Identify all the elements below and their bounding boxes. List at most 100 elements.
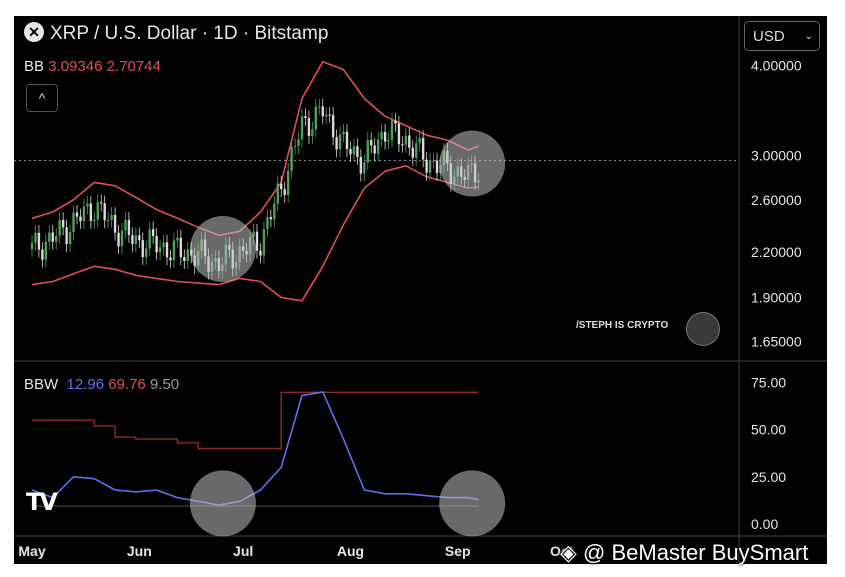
chevron-down-icon: ⌄	[804, 31, 813, 42]
candle-body	[96, 202, 99, 220]
candle-body	[359, 156, 363, 174]
candle-body	[120, 230, 124, 247]
candle-body	[30, 242, 34, 250]
bbw-label: BBW	[24, 376, 59, 393]
candle-body	[169, 257, 172, 261]
candle-body	[318, 106, 321, 108]
candle-body	[103, 203, 106, 221]
candle-body	[266, 217, 269, 230]
candle-body	[342, 131, 345, 135]
collapse-button[interactable]: ^	[26, 84, 58, 112]
candle-body	[300, 116, 304, 140]
candle-body	[134, 235, 138, 244]
highlight-circle-price	[439, 130, 506, 197]
candle-body	[335, 137, 338, 150]
chart-frame: 4.00000 3.00000 2.60000 2.20000 1.90000 1.650…	[14, 16, 827, 564]
bbw-lowest-value: 9.50	[149, 376, 180, 393]
candle-body	[293, 145, 297, 147]
candle-body	[86, 203, 89, 207]
candle-body	[55, 235, 58, 242]
candle-body	[418, 137, 421, 144]
bb-lower-line	[31, 165, 479, 302]
candle-body	[373, 145, 376, 154]
candle-body	[44, 241, 48, 260]
bb-upper-line	[31, 60, 479, 237]
bbw-legend: BBW 12.96 69.76 9.50	[24, 376, 179, 393]
candle-body	[273, 203, 276, 220]
candle-body	[131, 235, 134, 244]
candle-body	[269, 217, 273, 220]
chart-title: XRP / U.S. Dollar · 1D · Bitstamp	[50, 23, 329, 44]
bb-lower-value: 2.70744	[106, 58, 161, 75]
candle-body	[283, 189, 286, 196]
candle-body	[280, 183, 283, 190]
price-tick-label: 2.60000	[751, 192, 802, 208]
candle-body	[68, 232, 72, 245]
candle-body	[276, 183, 279, 204]
time-tick-label: Aug	[337, 543, 364, 559]
candle-body	[100, 202, 103, 204]
bbw-tick-label: 50.00	[751, 422, 786, 438]
currency-value: USD	[753, 28, 785, 45]
candle-body	[408, 135, 411, 148]
candle-body	[432, 160, 435, 162]
price-tick-label: 4.00000	[751, 58, 802, 74]
candle-body	[352, 146, 356, 155]
candle-body	[290, 146, 293, 171]
price-chart[interactable]: 4.00000 3.00000 2.60000 2.20000 1.90000 1.650…	[14, 16, 827, 564]
candle-body	[34, 232, 37, 243]
candle-body	[127, 219, 131, 236]
candle-body	[363, 162, 366, 174]
bbw-highest-value: 69.76	[108, 376, 146, 393]
candle-body	[72, 212, 75, 233]
candle-body	[113, 214, 117, 233]
candle-body	[366, 140, 369, 163]
bbw-line	[31, 391, 479, 506]
time-tick-label: Jun	[127, 543, 152, 559]
candle-body	[328, 114, 331, 116]
candle-body	[421, 137, 425, 160]
candle-body	[321, 106, 324, 117]
candle-body	[89, 203, 93, 221]
candle-body	[262, 229, 266, 256]
candle-body	[314, 106, 318, 130]
bb-legend: BB 3.09346 2.70744	[24, 58, 161, 75]
candle-body	[61, 219, 65, 228]
candle-body	[82, 206, 86, 222]
candle-body	[172, 240, 176, 261]
candle-body	[286, 170, 290, 196]
candle-body	[397, 123, 401, 145]
bbw-tick-label: 25.00	[751, 469, 786, 485]
candle-body	[401, 144, 404, 146]
candle-body	[158, 247, 162, 253]
watermark: ◈ @ BeMaster BuySmart	[560, 540, 809, 565]
candle-body	[370, 140, 373, 146]
close-icon[interactable]: ✕	[24, 22, 44, 42]
bbw-tick-label: 0.00	[751, 516, 778, 532]
currency-select[interactable]: USD ⌄	[744, 21, 820, 51]
candle-body	[356, 146, 359, 157]
candle-body	[162, 242, 165, 248]
time-tick-label: Oct	[550, 543, 574, 559]
candle-body	[151, 229, 155, 236]
candle-body	[155, 235, 158, 253]
candle-body	[435, 160, 439, 174]
highlight-circle-bbw	[439, 470, 506, 537]
time-tick-label: May	[18, 543, 45, 559]
candle-body	[349, 149, 352, 155]
candle-body	[176, 237, 179, 241]
author-credit: /STEPH IS CRYPTO	[576, 320, 669, 331]
candle-body	[75, 212, 79, 217]
candle-body	[41, 249, 44, 260]
candle-body	[425, 159, 428, 173]
candle-body	[51, 232, 54, 242]
candle-body	[138, 235, 141, 241]
candle-body	[124, 219, 127, 231]
avatar	[686, 312, 720, 346]
bbw-tick-label: 75.00	[751, 374, 786, 390]
candle-body	[338, 134, 342, 150]
candle-body	[37, 232, 41, 250]
candle-body	[390, 120, 394, 140]
highlight-circle-price	[189, 216, 256, 283]
candle-body	[387, 139, 390, 142]
